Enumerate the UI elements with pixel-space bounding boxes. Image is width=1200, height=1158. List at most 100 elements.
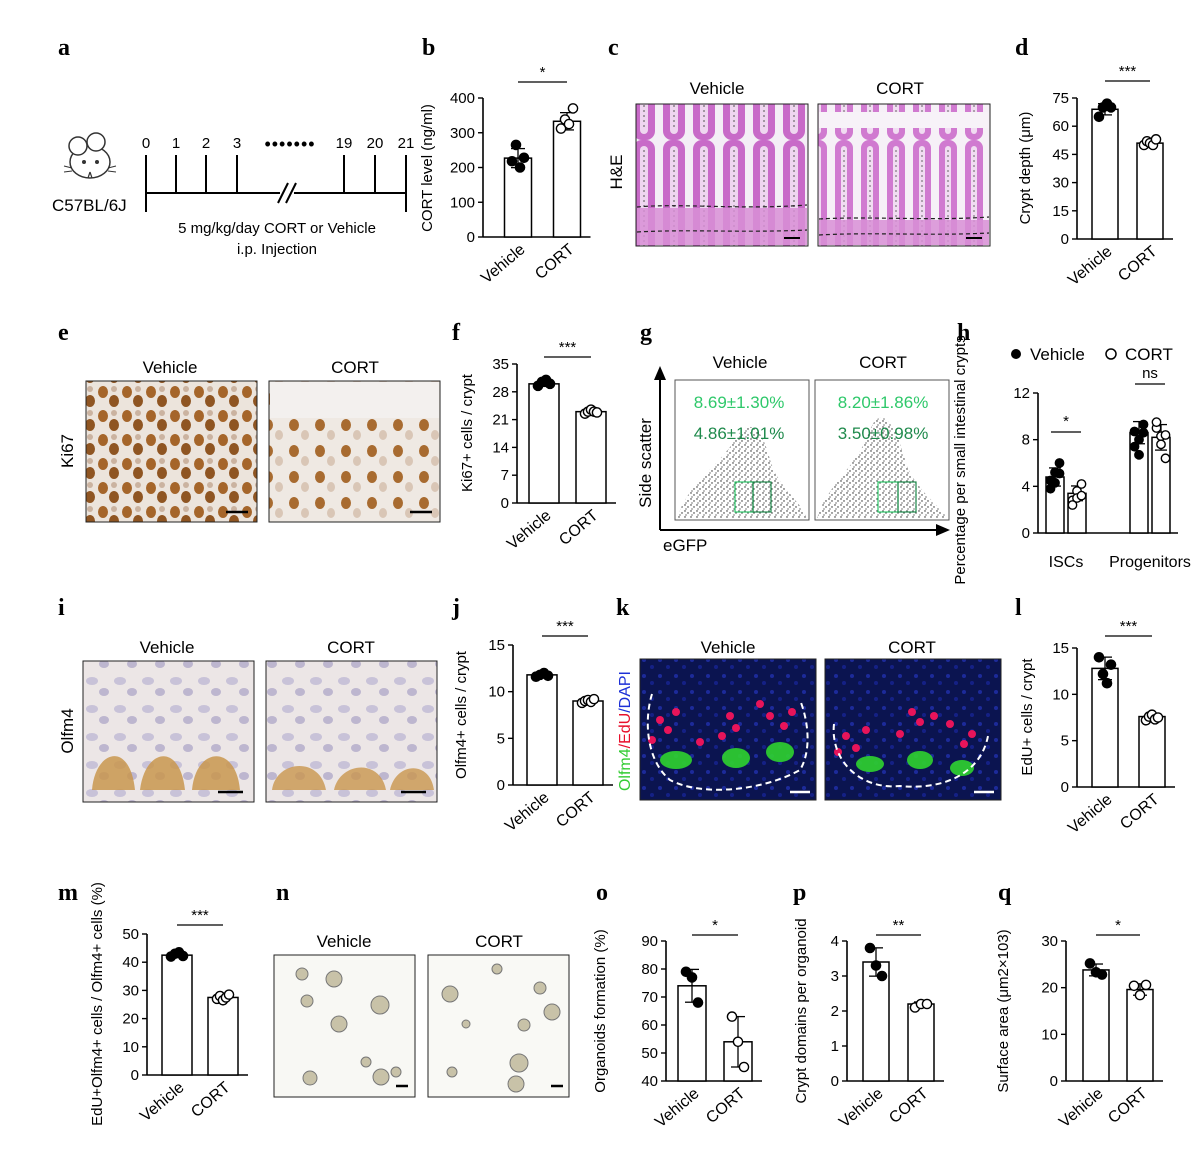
x-category-label: Vehicle [836,1085,887,1131]
data-point [567,103,579,114]
x-category-label: Vehicle [1065,243,1116,289]
data-point [563,118,575,130]
panel-label-m: m [58,880,78,906]
flow-value-cort-1: 8.20±1.86% [838,393,929,412]
mouse-icon [63,132,117,179]
significance-label: * [1063,413,1069,430]
y-tick-label: 15 [488,637,505,654]
olfm4-images: Vehicle CORT Olfm4 [58,638,438,803]
y-axis-label: CORT level (ng/ml) [419,104,436,232]
bar-vehicle [526,674,558,786]
if-cort-image [824,658,1002,801]
y-tick-label: 2 [831,1003,839,1020]
y-tick-label: 7 [501,467,509,484]
x-category-label: Vehicle [478,241,529,287]
panel-label-a: a [58,35,70,61]
x-category-label: Vehicle [1056,1085,1107,1131]
y-tick-label: 30 [1041,933,1058,950]
data-point [177,950,189,962]
image-title-vehicle: Vehicle [143,358,198,377]
data-point [1105,102,1117,113]
x-category-label: CORT [1117,791,1163,833]
bar-cort [1136,142,1164,240]
significance-label: *** [1119,63,1137,80]
legend-marker-vehicle [1011,349,1021,359]
bar-cort-progenitors [1151,436,1171,534]
bar-cort [552,120,582,238]
data-point [506,155,518,167]
data-point [591,407,603,418]
y-tick-label: 0 [831,1073,839,1090]
y-tick-label: 0 [131,1067,139,1084]
flow-ylabel: Side scatter [636,418,655,508]
y-axis-label: Crypt domains per organoid [793,918,810,1103]
significance-label: ** [893,917,905,934]
significance-label: * [712,917,718,934]
x-category-label: CORT [532,241,578,283]
chart-q: 0 10 20 30 Surface area (μm2×103) VehicleCORT… [995,917,1163,1131]
panel-label-n: n [276,880,289,906]
y-axis-label: Organoids formation (%) [592,929,609,1092]
if-images: Vehicle CORT Olfm4/EdU/DAPI [617,638,1002,801]
y-tick-label: 15 [1052,203,1069,220]
image-title-vehicle: Vehicle [140,638,195,657]
bar-vehicle [528,383,560,504]
data-point [732,1036,744,1048]
flow-value-vehicle-2: 4.86±1.01% [694,424,785,443]
chart-m: 0 10 20 30 40 50 EdU+Olfm4+ cells / Olfm4+ cel… [89,882,248,1126]
image-title-vehicle: Vehicle [701,638,756,657]
chart-l: 0 5 10 15 EdU+ cells / crypt Vehicle CORT *** [1019,618,1175,837]
day-label: 1 [172,135,180,152]
y-axis-label: Percentage per small intestinal crypts [952,335,969,584]
data-point [514,162,526,173]
chart-p: 0 1 2 3 4 Crypt domains per organoid Vehicle CO… [793,917,944,1131]
data-point [1134,449,1144,460]
injection-label: i.p. Injection [237,241,317,258]
y-axis-label: EdU+Olfm4+ cells / Olfm4+ cells (%) [89,882,106,1126]
panel-label-b: b [422,35,435,61]
data-point [1160,430,1171,440]
y-tick-label: 80 [641,961,658,978]
stain-olfm4: Olfm4 [617,748,634,791]
y-tick-label: 3 [831,968,839,985]
treatment-label: 5 mg/kg/day CORT or Vehicle [178,220,376,237]
panel-label-d: d [1015,35,1029,61]
y-tick-label: 70 [641,989,658,1006]
ki67-images: Vehicle CORT Ki67 [58,358,441,523]
y-tick-label: 50 [641,1045,658,1062]
legend: Vehicle CORT [1011,345,1173,364]
significance-label: ns [1142,365,1158,382]
data-point [1054,458,1065,468]
bar-cort [907,1003,935,1082]
significance-label: * [540,64,546,81]
data-point [1152,712,1164,723]
data-point [1151,417,1162,428]
flow-value-vehicle-1: 8.69±1.30% [694,393,785,412]
x-category-label: Vehicle [137,1079,188,1125]
chart-b: 0 100 200 300 400 CORT level (ng/ml) Vehicle CO… [419,64,591,287]
organoid-images: Vehicle CORT [273,932,570,1098]
chart-o: 40 50 60 70 80 90 Organoids formation (%) Vehic… [592,917,762,1131]
data-point [1140,979,1152,991]
stain-edu: /EdU [617,713,634,749]
y-axis-label: Surface area (μm2×103) [995,929,1012,1092]
panel-label-q: q [998,880,1012,906]
y-tick-label: 400 [450,90,475,107]
image-side-label: Ki67 [58,434,77,468]
chart-d: 0 15 30 45 60 75 Crypt depth (μm) Vehicle CORT **… [1017,63,1173,289]
bar-vehicle [1091,108,1119,240]
stain-legend-label: Olfm4/EdU/DAPI [617,671,634,791]
timeline-ellipsis: ••••••• [264,134,315,154]
y-tick-label: 1 [831,1038,839,1055]
y-tick-label: 10 [122,1039,139,1056]
y-axis-label: Crypt depth (μm) [1017,112,1034,225]
panel-label-f: f [452,320,461,346]
legend-label-vehicle: Vehicle [1030,345,1085,364]
panel-label-j: j [451,595,460,621]
y-tick-label: 10 [488,684,505,701]
image-side-label: H&E [607,155,626,190]
y-tick-label: 50 [122,926,139,943]
data-point [518,152,530,164]
y-tick-label: 300 [450,125,475,142]
image-title-vehicle: Vehicle [690,79,745,98]
